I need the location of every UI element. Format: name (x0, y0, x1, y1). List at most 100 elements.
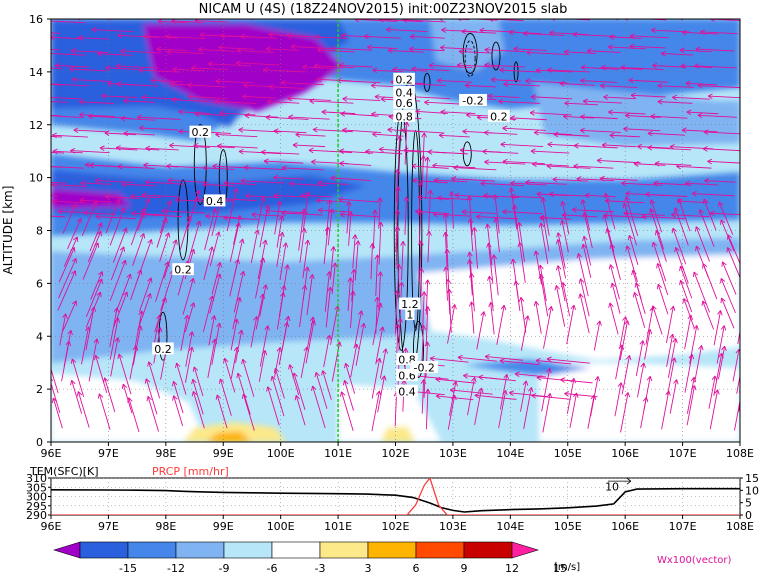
wind-vector-head (669, 333, 675, 340)
wind-vector-head (707, 93, 713, 100)
wind-vector-head (92, 200, 98, 207)
wind-vector-head (467, 251, 473, 257)
wind-vector-head (51, 359, 52, 360)
wind-vector (205, 215, 237, 219)
wind-vector-head (301, 228, 307, 234)
wind-vector-head (172, 66, 178, 73)
wind-vector (95, 216, 136, 220)
wind-vector (307, 316, 314, 348)
wind-vector (557, 232, 566, 269)
wind-vector (695, 226, 710, 262)
wind-vector (116, 83, 159, 87)
wind-vector (422, 132, 425, 167)
wind-vector-head (536, 19, 540, 21)
wind-vector-head (536, 375, 542, 381)
wind-vector (258, 350, 266, 382)
wind-vector-head (178, 109, 184, 115)
wind-vector (539, 217, 572, 220)
wind-vector-head (187, 82, 193, 88)
wind-vector (365, 150, 403, 155)
wind-vector-head (549, 30, 555, 36)
wind-vector (630, 94, 666, 98)
wind-vector-head (622, 202, 629, 209)
sub-grid (51, 478, 740, 515)
wind-vector-head (372, 209, 378, 215)
wind-vector-head (45, 95, 50, 100)
wind-vector-head (547, 141, 553, 148)
wind-vector (564, 102, 599, 106)
wind-vector-head (604, 198, 610, 204)
wind-vector-head (239, 270, 246, 277)
wind-vector (581, 66, 619, 70)
wind-vector-head (623, 126, 629, 132)
wind-vector-head (321, 370, 327, 376)
wind-vector-head (629, 33, 635, 39)
wind-vector-head (317, 180, 323, 186)
wind-vector-head (219, 110, 225, 117)
wind-vector (398, 318, 401, 351)
wind-vector-head (536, 191, 542, 197)
wind-vector (139, 127, 178, 131)
wind-vector (325, 199, 331, 236)
wind-vector-head (702, 146, 708, 152)
wind-vector (340, 113, 379, 117)
wind-vector-head (117, 163, 123, 170)
wind-vector (339, 162, 372, 166)
wind-vector-head (138, 67, 144, 74)
wind-vector-head (210, 315, 217, 321)
shade-calm-west (51, 373, 206, 442)
wind-vector-head (235, 60, 241, 66)
wind-vector (242, 359, 255, 397)
sub-x-tick-label: 99E (213, 520, 234, 533)
wind-vector (557, 239, 567, 279)
wind-vector-head (342, 380, 349, 386)
wind-vector (113, 291, 128, 328)
wind-vector (330, 305, 339, 345)
wind-vector (329, 246, 335, 280)
wind-vector (265, 116, 309, 120)
wind-vector (583, 212, 593, 249)
wind-vector-head (194, 111, 200, 117)
wind-vector (397, 264, 400, 299)
wind-vector-head (682, 298, 688, 304)
contour-label-box (393, 86, 415, 99)
wind-vector-head (560, 200, 566, 207)
wind-vector (223, 182, 257, 186)
wind-vector (370, 243, 373, 280)
wind-vector (51, 165, 84, 169)
wind-vector (327, 209, 333, 246)
wind-vector-head (97, 222, 103, 228)
wind-vector (354, 310, 362, 348)
wind-vector (80, 182, 112, 185)
wind-vector (63, 330, 72, 367)
wind-vector-head (126, 273, 132, 280)
wind-vector (440, 47, 473, 50)
wind-vector-head (397, 317, 403, 323)
wind-vector (282, 167, 324, 171)
wind-vector-head (726, 247, 732, 253)
wind-vector (350, 343, 358, 378)
wind-vector-head (189, 302, 196, 308)
wind-vector-head (539, 214, 545, 221)
wind-vector-head (720, 297, 726, 304)
wind-vector-head (294, 395, 301, 401)
sub-annotation-arrow (607, 478, 632, 485)
wind-vector-head (169, 142, 175, 149)
wind-vector-head (54, 62, 60, 69)
wind-vector-head (417, 194, 423, 201)
wind-vector (695, 48, 735, 52)
wind-vector-head (95, 177, 100, 184)
wind-vector-head (681, 29, 687, 36)
wind-vector-head (429, 355, 435, 362)
wind-vector (317, 49, 355, 53)
wind-vector (215, 133, 258, 138)
wind-vector (439, 134, 470, 138)
wind-vector (539, 19, 540, 20)
wind-vector-head (286, 32, 292, 39)
wind-vector-head (211, 208, 217, 214)
wind-vector (652, 242, 667, 282)
wind-vector (604, 192, 616, 230)
wind-vector (186, 189, 200, 231)
wind-vector (702, 300, 714, 330)
wind-vector (572, 209, 615, 213)
